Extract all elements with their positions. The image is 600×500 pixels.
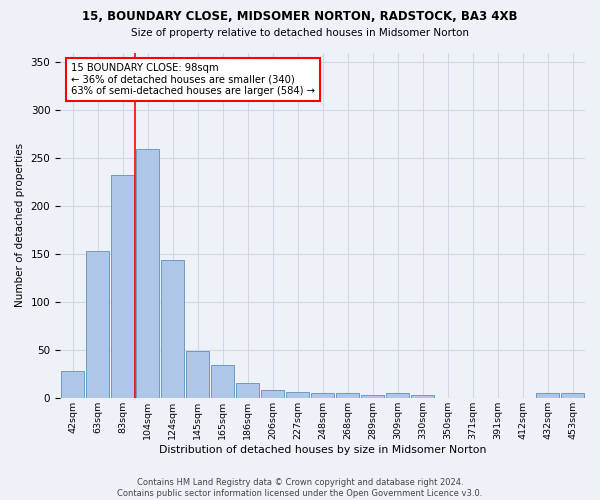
Bar	[386, 394, 409, 398]
Bar	[136, 148, 159, 398]
Bar	[361, 396, 384, 398]
Text: Size of property relative to detached houses in Midsomer Norton: Size of property relative to detached ho…	[131, 28, 469, 38]
Bar	[261, 390, 284, 398]
Bar	[211, 364, 234, 398]
Bar	[311, 394, 334, 398]
Text: 15, BOUNDARY CLOSE, MIDSOMER NORTON, RADSTOCK, BA3 4XB: 15, BOUNDARY CLOSE, MIDSOMER NORTON, RAD…	[82, 10, 518, 23]
Bar	[286, 392, 309, 398]
Bar	[236, 383, 259, 398]
Bar	[161, 260, 184, 398]
Y-axis label: Number of detached properties: Number of detached properties	[15, 144, 25, 308]
Bar	[61, 372, 84, 398]
Bar	[86, 252, 109, 398]
Bar	[561, 394, 584, 398]
Bar	[536, 394, 559, 398]
Text: Contains HM Land Registry data © Crown copyright and database right 2024.
Contai: Contains HM Land Registry data © Crown c…	[118, 478, 482, 498]
Bar	[111, 176, 134, 398]
Bar	[411, 396, 434, 398]
Bar	[336, 394, 359, 398]
Text: 15 BOUNDARY CLOSE: 98sqm
← 36% of detached houses are smaller (340)
63% of semi-: 15 BOUNDARY CLOSE: 98sqm ← 36% of detach…	[71, 63, 314, 96]
X-axis label: Distribution of detached houses by size in Midsomer Norton: Distribution of detached houses by size …	[159, 445, 486, 455]
Bar	[186, 351, 209, 398]
